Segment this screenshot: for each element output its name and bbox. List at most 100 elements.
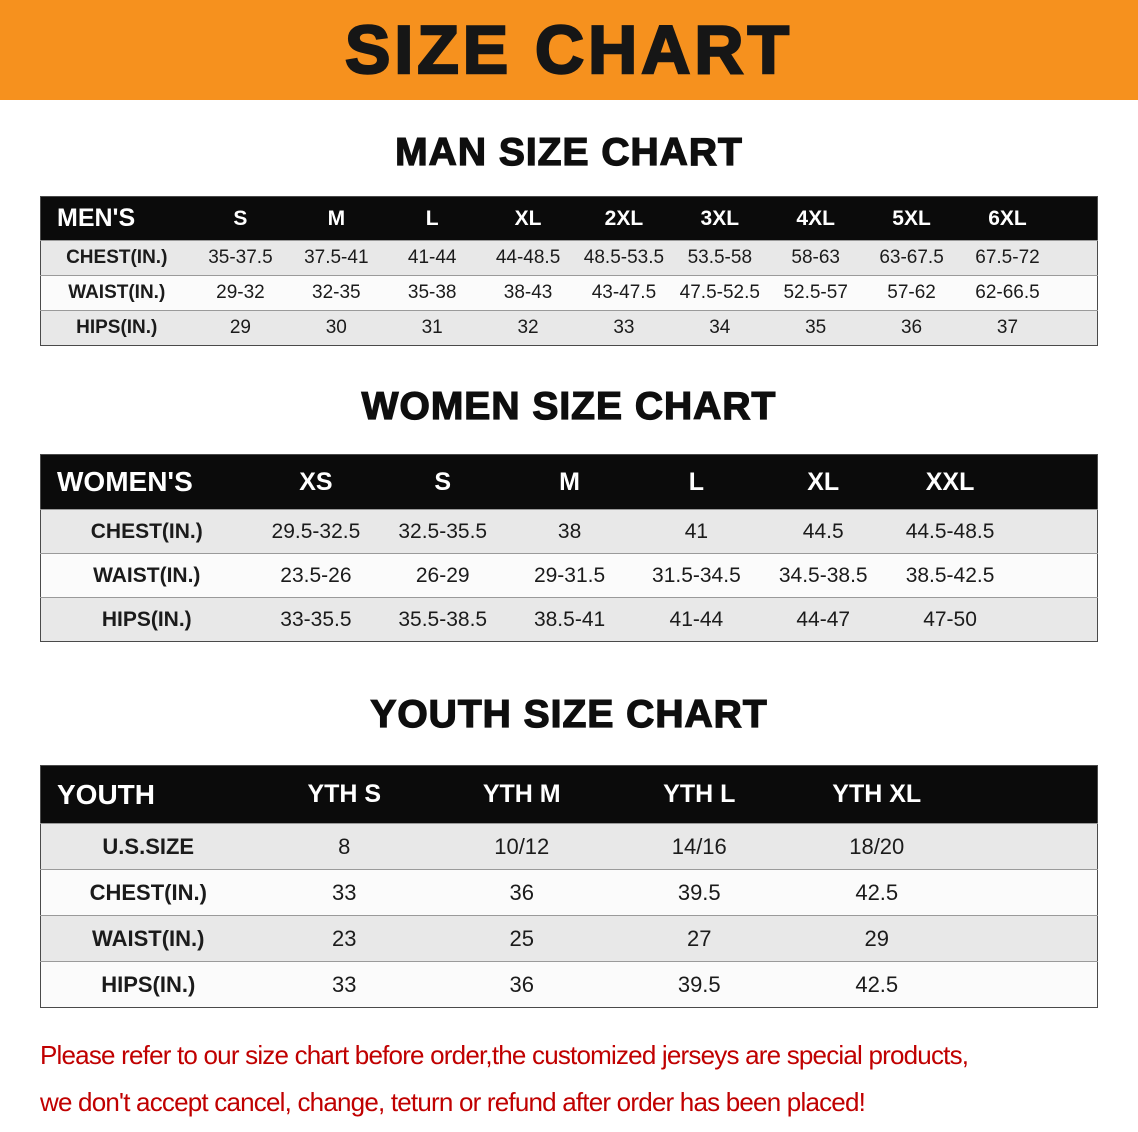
size-value-cell: 18/20 bbox=[788, 823, 966, 870]
heading-youth-size-chart: YOUTH SIZE CHART bbox=[370, 692, 768, 736]
women-table-header: WOMEN'S XS S M L XL XXL bbox=[40, 454, 1098, 510]
size-value-cell: 25 bbox=[433, 915, 611, 962]
size-value-cell: 39.5 bbox=[610, 869, 788, 916]
size-value-cell: 42.5 bbox=[788, 869, 966, 916]
size-value-cell: 29 bbox=[788, 915, 966, 962]
size-value-cell: 33 bbox=[576, 310, 672, 346]
size-column-header: M bbox=[506, 454, 633, 510]
size-value-cell: 27 bbox=[610, 915, 788, 962]
size-value-cell: 35 bbox=[767, 310, 864, 346]
size-column-header: YTH M bbox=[433, 765, 611, 824]
size-value-cell: 58-63 bbox=[767, 240, 864, 276]
size-column-header: XXL bbox=[886, 454, 1014, 510]
size-value-cell: 44.5 bbox=[759, 509, 887, 554]
filler-cell bbox=[965, 961, 1098, 1008]
size-value-cell: 67.5-72 bbox=[959, 240, 1056, 276]
size-value-cell: 41-44 bbox=[632, 597, 760, 642]
size-value-cell: 29-32 bbox=[192, 275, 289, 311]
size-column-header: 6XL bbox=[959, 196, 1056, 241]
size-value-cell: 32-35 bbox=[288, 275, 385, 311]
size-value-cell: 39.5 bbox=[610, 961, 788, 1008]
size-value-cell: 38.5-42.5 bbox=[886, 553, 1014, 598]
filler-cell bbox=[965, 765, 1098, 824]
filler-cell bbox=[1055, 310, 1098, 346]
size-value-cell: 29 bbox=[192, 310, 289, 346]
size-value-cell: 35-38 bbox=[384, 275, 481, 311]
size-value-cell: 32 bbox=[480, 310, 576, 346]
size-value-cell: 36 bbox=[433, 869, 611, 916]
size-value-cell: 8 bbox=[255, 823, 433, 870]
size-value-cell: 57-62 bbox=[863, 275, 960, 311]
row-label: CHEST(IN.) bbox=[40, 509, 253, 554]
size-value-cell: 33 bbox=[255, 869, 433, 916]
filler-cell bbox=[965, 915, 1098, 962]
size-value-cell: 23 bbox=[255, 915, 433, 962]
size-value-cell: 14/16 bbox=[610, 823, 788, 870]
size-value-cell: 34.5-38.5 bbox=[759, 553, 887, 598]
filler-cell bbox=[1013, 454, 1098, 510]
youth-table-header: YOUTH YTH S YTH M YTH L YTH XL bbox=[40, 765, 1098, 824]
disclaimer: Please refer to our size chart before or… bbox=[40, 1032, 1098, 1126]
men-table-body: CHEST(IN.) 35-37.5 37.5-41 41-44 44-48.5 48.5… bbox=[40, 240, 1098, 346]
size-value-cell: 34 bbox=[671, 310, 768, 346]
table-corner-label: MEN'S bbox=[40, 196, 193, 241]
size-column-header: 2XL bbox=[576, 196, 672, 241]
size-value-cell: 33-35.5 bbox=[252, 597, 380, 642]
size-value-cell: 38.5-41 bbox=[506, 597, 633, 642]
size-value-cell: 32.5-35.5 bbox=[379, 509, 507, 554]
table-row: CHEST(IN.) 33 36 39.5 42.5 bbox=[40, 869, 1098, 916]
table-row: WAIST(IN.) 29-32 32-35 35-38 38-43 43-47.5 47.… bbox=[40, 275, 1098, 311]
row-label: CHEST(IN.) bbox=[40, 240, 193, 276]
size-value-cell: 62-66.5 bbox=[959, 275, 1056, 311]
table-header-row: MEN'S S M L XL 2XL 3XL 4XL 5XL 6XL bbox=[40, 196, 1098, 241]
size-column-header: XS bbox=[252, 454, 380, 510]
size-value-cell: 35-37.5 bbox=[192, 240, 289, 276]
row-label: CHEST(IN.) bbox=[40, 869, 256, 916]
filler-cell bbox=[965, 869, 1098, 916]
size-value-cell: 42.5 bbox=[788, 961, 966, 1008]
size-column-header: YTH S bbox=[255, 765, 433, 824]
size-value-cell: 38 bbox=[506, 509, 633, 554]
table-row: CHEST(IN.) 29.5-32.5 32.5-35.5 38 41 44.5 44.5… bbox=[40, 509, 1098, 554]
table-header-row: WOMEN'S XS S M L XL XXL bbox=[40, 454, 1098, 510]
size-value-cell: 48.5-53.5 bbox=[576, 240, 672, 276]
filler-cell bbox=[1055, 275, 1098, 311]
size-value-cell: 41-44 bbox=[384, 240, 481, 276]
size-value-cell: 47.5-52.5 bbox=[671, 275, 768, 311]
men-table-header: MEN'S S M L XL 2XL 3XL 4XL 5XL 6XL bbox=[40, 196, 1098, 241]
size-column-header: L bbox=[384, 196, 481, 241]
row-label: WAIST(IN.) bbox=[40, 275, 193, 311]
size-value-cell: 31.5-34.5 bbox=[632, 553, 760, 598]
table-corner-label: WOMEN'S bbox=[40, 454, 253, 510]
row-label: HIPS(IN.) bbox=[40, 310, 193, 346]
table-row: U.S.SIZE 8 10/12 14/16 18/20 bbox=[40, 823, 1098, 870]
size-column-header: S bbox=[379, 454, 507, 510]
filler-cell bbox=[965, 823, 1098, 870]
size-column-header: XL bbox=[759, 454, 887, 510]
size-column-header: M bbox=[288, 196, 385, 241]
disclaimer-line-2: we don't accept cancel, change, teturn o… bbox=[40, 1087, 866, 1117]
youth-size-table: YOUTH YTH S YTH M YTH L YTH XL U.S.SIZE 8 10/1… bbox=[40, 765, 1098, 1008]
size-column-header: 3XL bbox=[671, 196, 768, 241]
size-value-cell: 37.5-41 bbox=[288, 240, 385, 276]
banner-title: SIZE CHART bbox=[344, 12, 793, 88]
size-column-header: 4XL bbox=[767, 196, 864, 241]
size-value-cell: 36 bbox=[863, 310, 960, 346]
size-value-cell: 36 bbox=[433, 961, 611, 1008]
size-column-header: XL bbox=[480, 196, 576, 241]
size-column-header: 5XL bbox=[863, 196, 960, 241]
size-value-cell: 63-67.5 bbox=[863, 240, 960, 276]
table-row: WAIST(IN.) 23.5-26 26-29 29-31.5 31.5-34.5 34… bbox=[40, 553, 1098, 598]
men-size-table: MEN'S S M L XL 2XL 3XL 4XL 5XL 6XL CHEST(IN.) 35-3… bbox=[40, 196, 1098, 346]
disclaimer-line-1: Please refer to our size chart before or… bbox=[40, 1040, 969, 1070]
table-header-row: YOUTH YTH S YTH M YTH L YTH XL bbox=[40, 765, 1098, 824]
size-value-cell: 35.5-38.5 bbox=[379, 597, 507, 642]
size-value-cell: 29.5-32.5 bbox=[252, 509, 380, 554]
size-value-cell: 37 bbox=[959, 310, 1056, 346]
size-value-cell: 44.5-48.5 bbox=[886, 509, 1014, 554]
size-value-cell: 44-47 bbox=[759, 597, 887, 642]
heading-man-size-chart: MAN SIZE CHART bbox=[395, 130, 743, 174]
size-column-header: L bbox=[632, 454, 760, 510]
row-label: HIPS(IN.) bbox=[40, 961, 256, 1008]
filler-cell bbox=[1013, 509, 1098, 554]
